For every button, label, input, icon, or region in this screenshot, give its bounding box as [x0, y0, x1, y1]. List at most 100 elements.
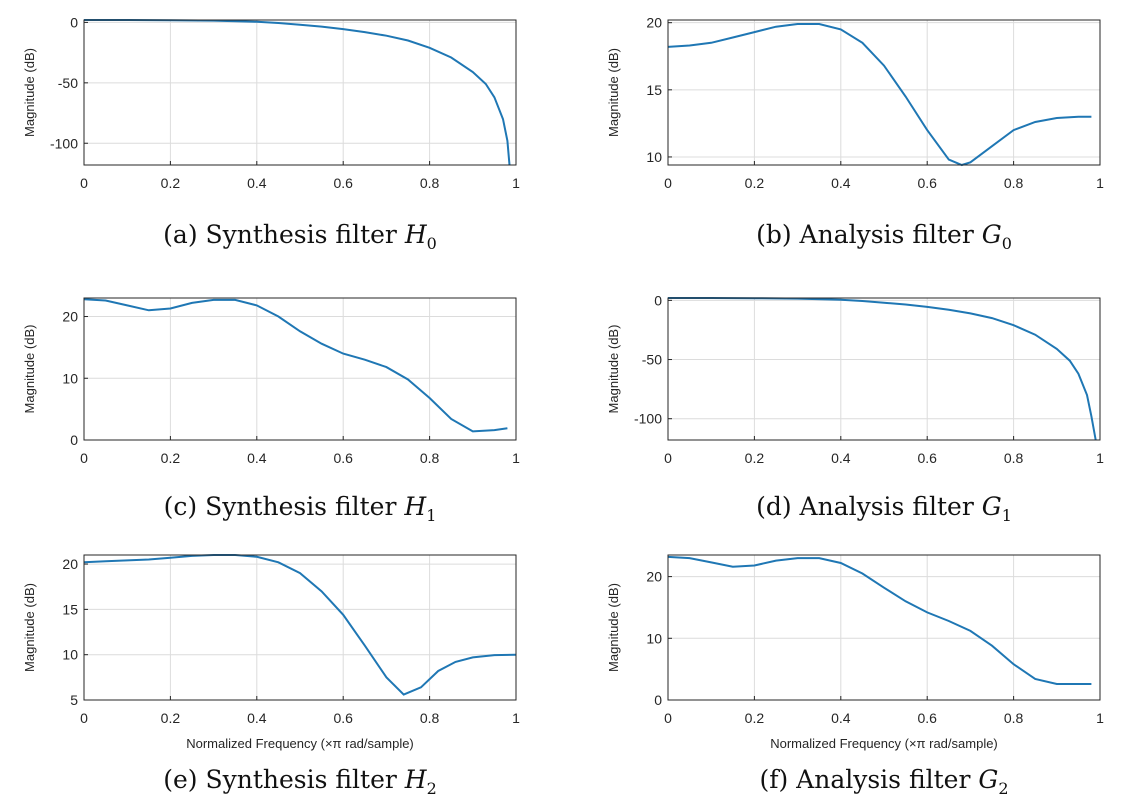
x-tick-label: 0.2: [161, 175, 181, 191]
x-axis-label: Normalized Frequency (×π rad/sample): [770, 736, 998, 751]
panel-caption: (d) Analysis filter G1: [756, 492, 1012, 525]
y-tick-label: 0: [70, 432, 78, 448]
y-tick-label: -50: [642, 352, 662, 368]
x-tick-label: 0.2: [745, 710, 765, 726]
x-tick-label: 0.8: [420, 710, 440, 726]
axes-frame: [83, 554, 517, 701]
chart-panel-1: 0 0.2 0.4 0.6 0.8 1 0 -50 -100 Magnitude (dB) (a) …: [22, 14, 520, 253]
panel-caption: (f) Analysis filter G2: [759, 765, 1008, 798]
plot-area: [84, 298, 516, 440]
x-tick-label: 0.2: [161, 450, 181, 466]
plot-area: [668, 555, 1100, 700]
caption-subscript: 2: [998, 779, 1008, 798]
x-tick-label: 0: [664, 450, 672, 466]
x-tick-label: 0.6: [917, 175, 937, 191]
x-tick-label: 0: [664, 175, 672, 191]
x-tick-label: 0.4: [247, 710, 267, 726]
x-tick-label: 0.4: [247, 450, 267, 466]
axes-frame: [667, 297, 1101, 441]
chart-panel-2: 0 0.2 0.4 0.6 0.8 1 20 15 10 Magnitude (dB) (b) An…: [606, 15, 1104, 253]
caption-prefix: (c) Synthesis filter: [164, 492, 405, 521]
plot-area: [84, 555, 516, 700]
axes-frame: [83, 297, 517, 441]
y-axis-label: Magnitude (dB): [22, 325, 37, 414]
x-tick-label: 0: [80, 175, 88, 191]
y-tick-label: 10: [646, 149, 662, 165]
x-tick-label: 0.8: [1004, 450, 1024, 466]
caption-subscript: 0: [427, 234, 437, 253]
x-tick-label: 1: [512, 450, 520, 466]
x-tick-label: 1: [512, 175, 520, 191]
panel-caption: (e) Synthesis filter H2: [163, 765, 437, 798]
y-tick-label: -50: [58, 75, 78, 91]
y-tick-label: 0: [70, 14, 78, 30]
x-tick-label: 0.8: [1004, 710, 1024, 726]
x-tick-label: 0: [80, 450, 88, 466]
x-tick-label: 0.6: [917, 450, 937, 466]
y-axis-label: Magnitude (dB): [606, 583, 621, 672]
caption-symbol: G: [982, 492, 1002, 521]
series-line: [667, 23, 1092, 167]
x-tick-label: 0.2: [745, 175, 765, 191]
x-tick-label: 1: [1096, 710, 1104, 726]
x-tick-label: 0.4: [831, 175, 851, 191]
x-tick-label: 0.8: [420, 450, 440, 466]
caption-symbol: H: [404, 220, 428, 249]
x-tick-label: 0.6: [917, 710, 937, 726]
caption-subscript: 0: [1002, 234, 1012, 253]
y-axis-label: Magnitude (dB): [606, 325, 621, 414]
caption-subscript: 1: [1002, 506, 1012, 525]
x-tick-label: 0.4: [831, 450, 851, 466]
plot-area: [668, 20, 1100, 165]
caption-prefix: (a) Synthesis filter: [163, 220, 405, 249]
x-tick-label: 0.8: [420, 175, 440, 191]
caption-symbol: H: [404, 765, 428, 794]
x-axis-label: Normalized Frequency (×π rad/sample): [186, 736, 414, 751]
caption-prefix: (e) Synthesis filter: [163, 765, 405, 794]
caption-prefix: (b) Analysis filter: [756, 220, 982, 249]
panel-caption: (b) Analysis filter G0: [756, 220, 1012, 253]
chart-panel-6: 0 0.2 0.4 0.6 0.8 1 20 10 0 Magnitude (dB) Normali…: [606, 554, 1104, 798]
axes-frame: [83, 19, 517, 166]
y-axis-label: Magnitude (dB): [22, 583, 37, 672]
y-tick-label: 20: [646, 569, 662, 585]
x-tick-label: 1: [1096, 175, 1104, 191]
y-tick-label: -100: [634, 411, 662, 427]
x-tick-label: 0.6: [333, 450, 353, 466]
x-tick-label: 0.4: [831, 710, 851, 726]
chart-panel-5: 0 0.2 0.4 0.6 0.8 1 20 15 10 5 Magnitude (dB) Norma…: [22, 554, 520, 798]
x-tick-label: 0.2: [745, 450, 765, 466]
x-tick-label: 0.4: [247, 175, 267, 191]
y-axis-label: Magnitude (dB): [22, 48, 37, 137]
series-line: [668, 297, 1097, 441]
chart-panel-3: 0 0.2 0.4 0.6 0.8 1 20 10 0 Magnitude (dB) (c) Syn…: [22, 297, 520, 525]
caption-symbol: G: [978, 765, 998, 794]
caption-symbol: H: [403, 492, 427, 521]
y-tick-label: 0: [654, 692, 662, 708]
y-tick-label: -100: [50, 135, 78, 151]
x-tick-label: 1: [512, 710, 520, 726]
axes-frame: [667, 554, 1101, 701]
x-tick-label: 0.2: [161, 710, 181, 726]
x-tick-label: 0.6: [333, 175, 353, 191]
caption-prefix: (f) Analysis filter: [759, 765, 978, 794]
y-tick-label: 5: [70, 692, 78, 708]
x-tick-label: 0: [80, 710, 88, 726]
axes-frame: [667, 19, 1101, 166]
y-tick-label: 20: [62, 556, 78, 572]
caption-subscript: 2: [427, 779, 437, 798]
y-axis-label: Magnitude (dB): [606, 48, 621, 137]
panel-caption: (c) Synthesis filter H1: [164, 492, 437, 525]
caption-prefix: (d) Analysis filter: [756, 492, 982, 521]
y-tick-label: 15: [646, 82, 662, 98]
y-tick-label: 15: [62, 601, 78, 617]
x-tick-label: 0.8: [1004, 175, 1024, 191]
panel-caption: (a) Synthesis filter H0: [163, 220, 437, 253]
x-tick-label: 1: [1096, 450, 1104, 466]
y-tick-label: 10: [62, 370, 78, 386]
caption-symbol: G: [982, 220, 1002, 249]
y-tick-label: 0: [654, 292, 662, 308]
series-line: [667, 555, 1092, 685]
y-tick-label: 10: [646, 630, 662, 646]
